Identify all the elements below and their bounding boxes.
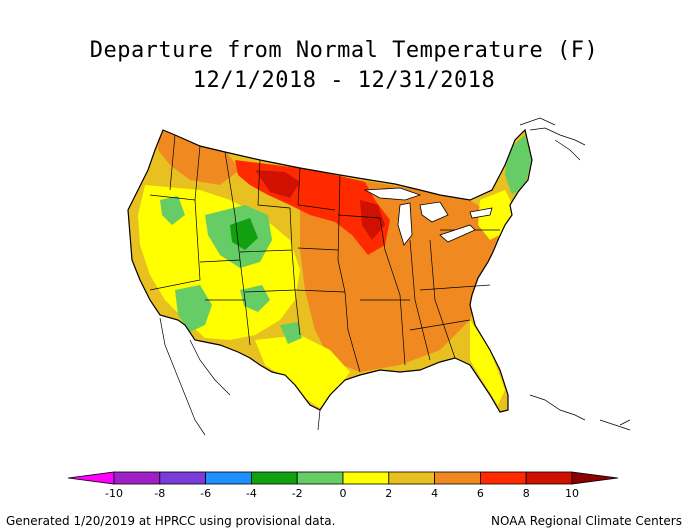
legend-bin (342, 471, 390, 485)
cool-anomaly-region-new-england (505, 135, 532, 195)
legend-bin (205, 471, 252, 485)
legend-bin (250, 471, 298, 485)
neutral-region-south-texas (255, 335, 350, 408)
legend-tick-label: -6 (200, 487, 211, 500)
footer-source: NOAA Regional Climate Centers (491, 514, 682, 528)
map-title: Departure from Normal Temperature (F) (89, 38, 599, 63)
neutral-region-florida (470, 320, 505, 405)
legend-bin (159, 471, 207, 485)
cool-anomaly-patch-west-texas (280, 322, 302, 344)
legend-bin (479, 471, 527, 485)
great-lakes (363, 187, 493, 246)
legend-bin (388, 471, 435, 485)
legend-bin (525, 471, 573, 485)
map-date-range: 12/1/2018 - 12/31/2018 (192, 68, 496, 93)
hot-anomaly-core-north (255, 170, 300, 198)
legend-bin (113, 471, 161, 485)
lake-michigan (397, 202, 413, 246)
hot-anomaly-core-upper-midwest (360, 200, 385, 240)
lake-huron (419, 201, 449, 223)
legend-bin (67, 471, 115, 485)
legend-tick-label: 2 (385, 487, 392, 500)
legend-tick-label: 8 (523, 487, 530, 500)
state-boundaries (149, 134, 500, 373)
footer-generated-note: Generated 1/20/2019 at HPRCC using provi… (6, 514, 336, 528)
legend-tick-label: -4 (246, 487, 257, 500)
legend-tick-label: -2 (292, 487, 303, 500)
neighbor-coastlines (159, 117, 631, 436)
legend-bin (434, 471, 481, 485)
legend-tick-label: 6 (477, 487, 484, 500)
color-scale-legend: -10 -8 -6 -4 -2 0 2 4 6 8 10 (67, 471, 619, 500)
legend-tick-label: 10 (565, 487, 579, 500)
cool-anomaly-patch-oregon (160, 196, 185, 225)
legend-tick-label: 4 (431, 487, 438, 500)
lake-erie (439, 224, 476, 243)
lake-superior (363, 187, 422, 201)
legend-tick-label: -10 (105, 487, 123, 500)
cool-anomaly-region-southwest (175, 285, 212, 332)
legend-bin (571, 471, 619, 485)
legend-bin (296, 471, 344, 485)
legend-tick-label: 0 (340, 487, 347, 500)
temperature-departure-map (127, 117, 631, 436)
legend-tick-label: -8 (154, 487, 165, 500)
lake-ontario (469, 207, 493, 219)
cold-anomaly-core-wyoming (230, 218, 258, 250)
